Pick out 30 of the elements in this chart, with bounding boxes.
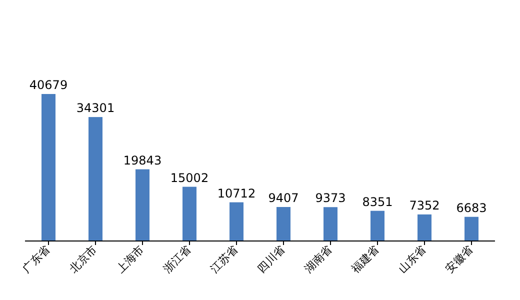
bar [182,186,196,241]
data-label: 6683 [456,200,487,215]
x-tick-label: 山东省 [396,242,429,276]
bar [230,202,244,241]
x-tick-label: 江苏省 [208,242,241,276]
x-tick-label: 浙江省 [161,242,194,276]
x-tick-label: 福建省 [349,242,382,276]
x-tick-label: 北京市 [67,242,100,276]
bar [324,207,338,241]
bar [276,207,290,241]
x-tick-label: 安徽省 [443,242,476,276]
data-label: 40679 [29,78,68,92]
x-tick-label: 广东省 [20,242,53,276]
data-label: 9407 [268,191,299,206]
bar [418,214,432,241]
data-label: 19843 [123,153,162,168]
x-tick-label: 四川省 [255,242,288,276]
bar [88,117,102,241]
bar [370,210,384,241]
data-label: 15002 [170,170,209,185]
data-label: 34301 [76,101,115,116]
data-label: 8351 [362,194,393,209]
data-label: 9373 [315,191,346,206]
bar [136,169,150,241]
bar [464,216,478,241]
x-tick-label: 上海市 [114,242,147,276]
bar [42,94,56,241]
data-label: 7352 [409,198,440,212]
data-label: 10712 [217,186,256,200]
x-tick-label: 湖南省 [302,242,335,276]
